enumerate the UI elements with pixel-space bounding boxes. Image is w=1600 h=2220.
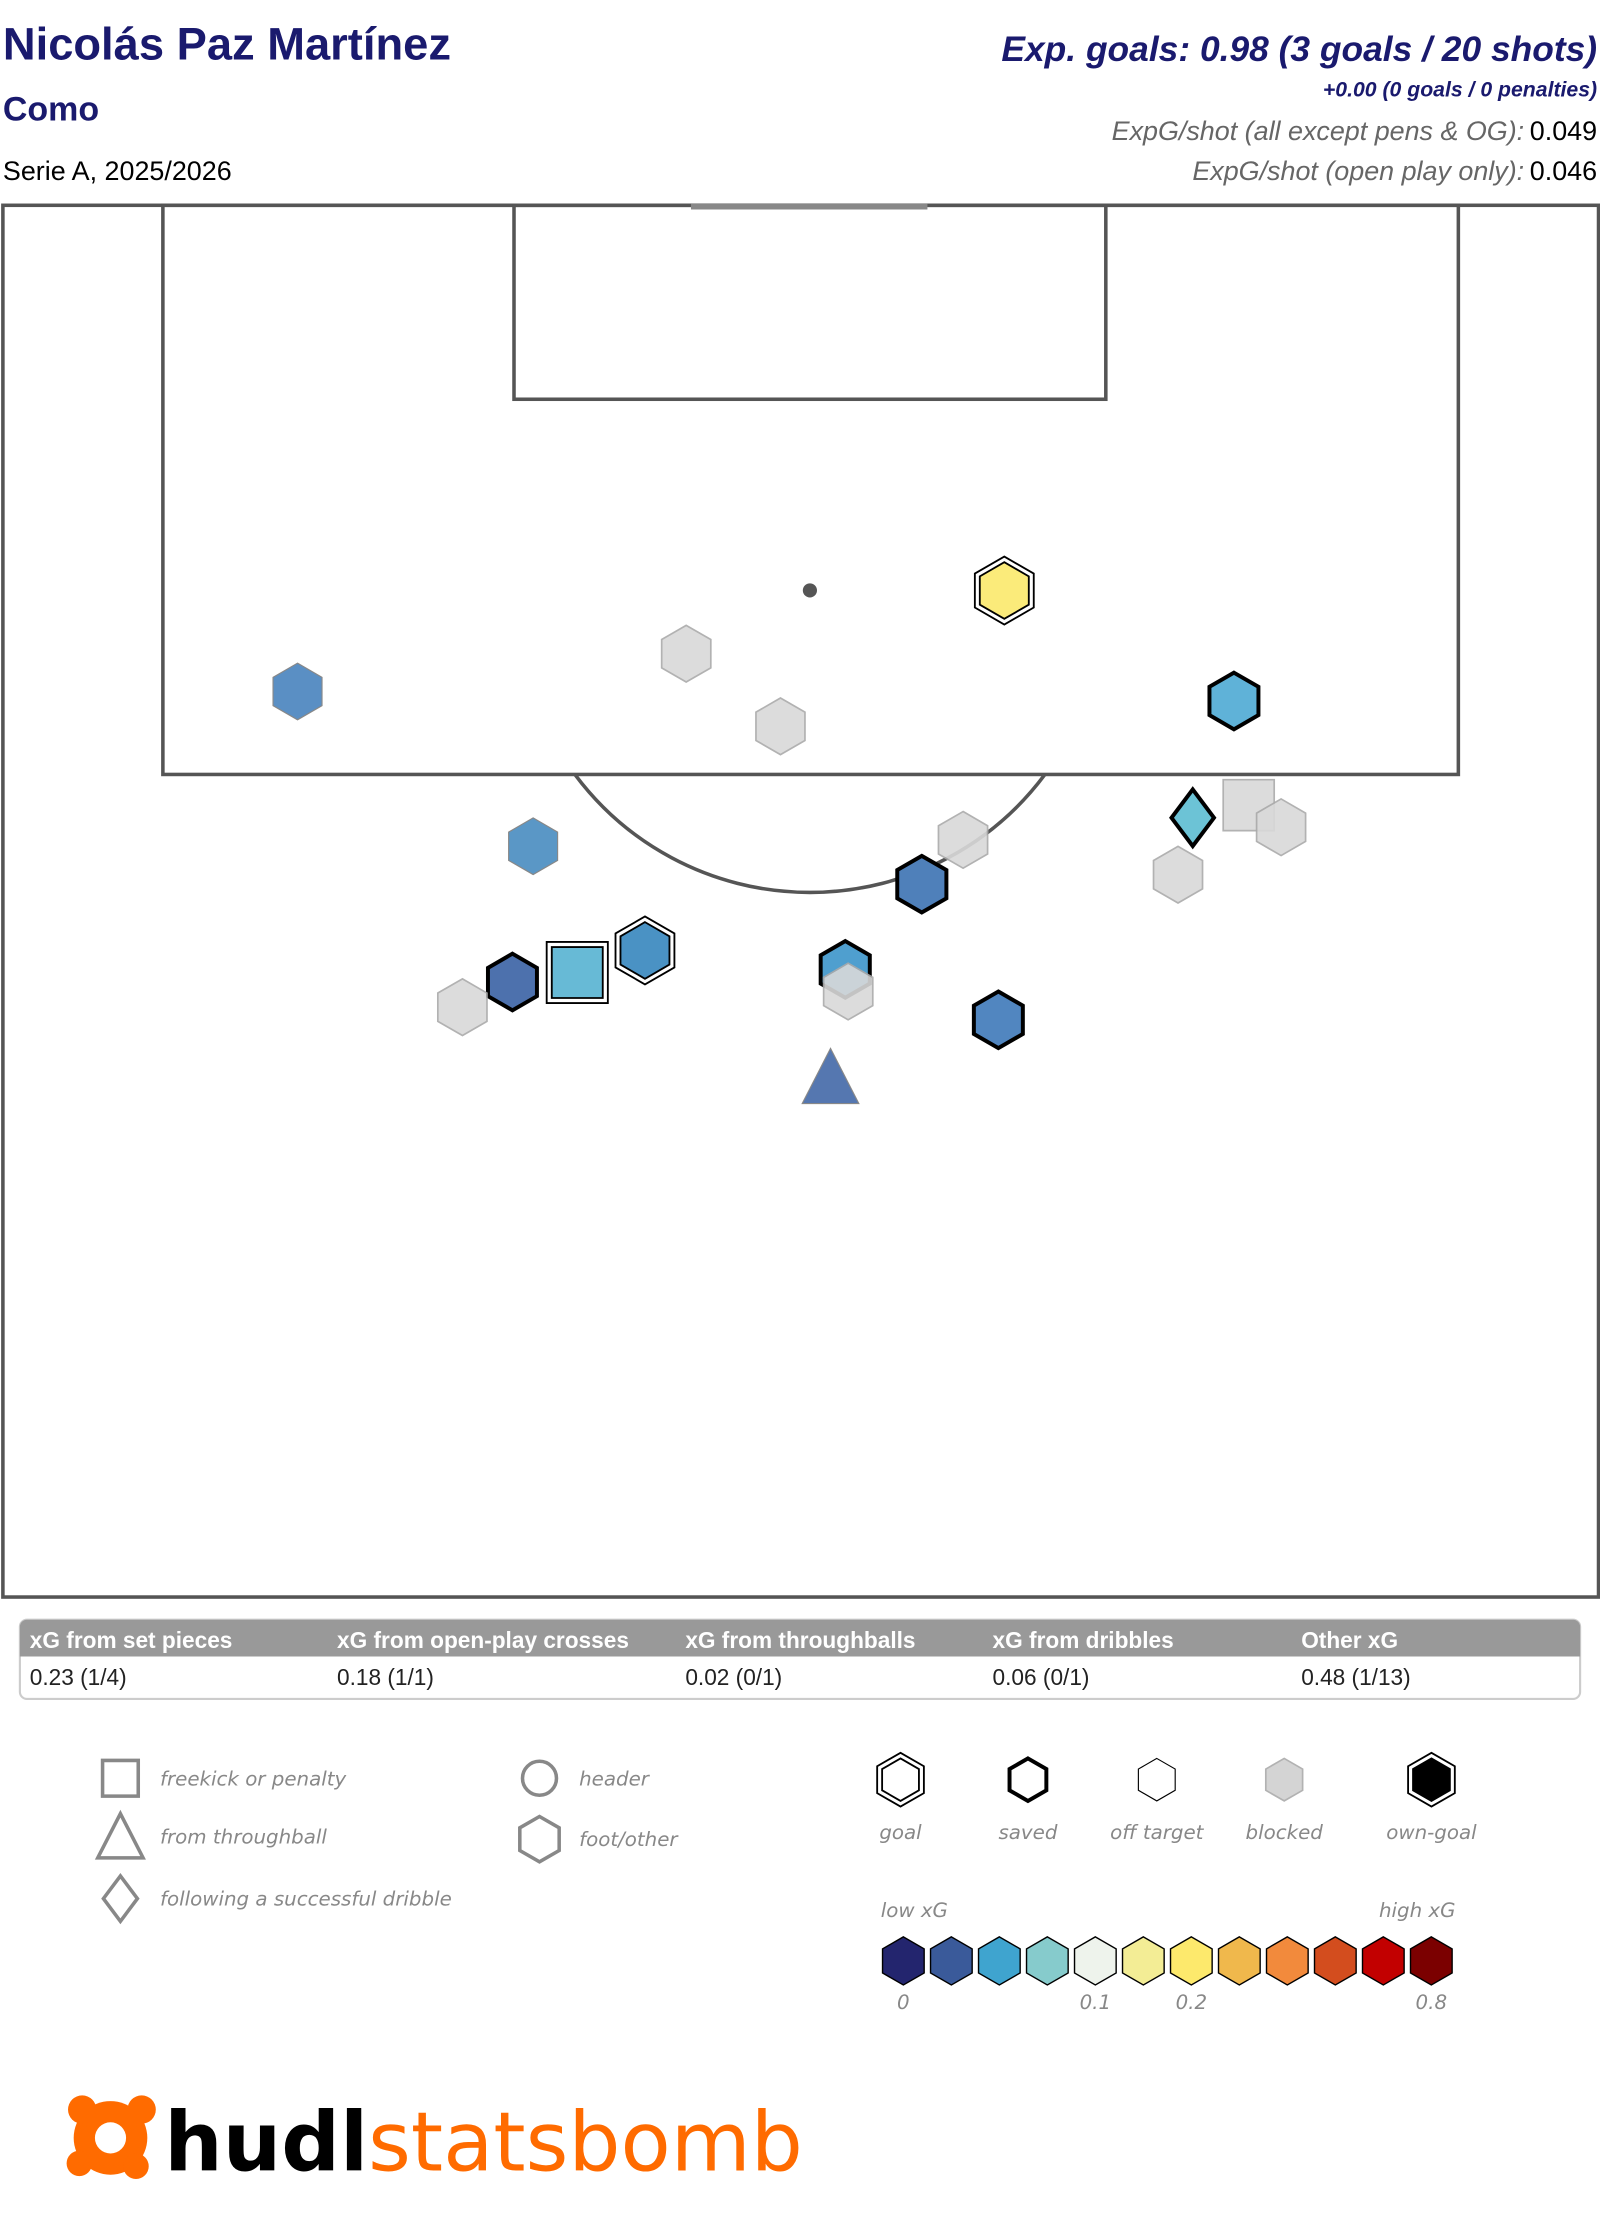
- table-header: Other xG: [1301, 1627, 1398, 1653]
- shot-marker: [1207, 670, 1261, 732]
- xg-open-play: ExpG/shot (open play only): 0.046: [1192, 156, 1597, 186]
- shot-marker: [508, 817, 559, 876]
- legend-shape-label: from throughball: [160, 1825, 327, 1848]
- penalty-spot: [802, 583, 817, 598]
- table-header: xG from dribbles: [993, 1627, 1174, 1653]
- xg-scale-swatch: [1169, 1936, 1213, 1986]
- outcome-saved-icon: [1007, 1756, 1049, 1804]
- scale-low-label: low xG: [881, 1899, 948, 1922]
- outcome-blocked-icon: [1264, 1757, 1304, 1802]
- shot-marker: [1169, 786, 1217, 850]
- legend-shape-label: freekick or penalty: [160, 1767, 346, 1790]
- xg-scale-swatch: [1073, 1936, 1117, 1986]
- table-cell: 0.48 (1/13): [1301, 1664, 1411, 1690]
- shot-marker: [971, 989, 1025, 1051]
- competition: Serie A, 2025/2026: [3, 156, 232, 186]
- table-header: xG from set pieces: [30, 1627, 233, 1653]
- shot-marker: [801, 1047, 860, 1105]
- table-header: xG from throughballs: [685, 1627, 915, 1653]
- outcome-own-goal-icon: [1407, 1751, 1456, 1808]
- team-name: Como: [3, 90, 99, 128]
- xg-scale-swatch: [881, 1936, 925, 1986]
- xg-open-play-value: 0.046: [1530, 156, 1597, 186]
- outcome-off-target-icon: [1137, 1757, 1176, 1802]
- diamond-icon: [101, 1873, 140, 1925]
- xg-scale-swatch: [1361, 1936, 1405, 1986]
- logo-text: hudlstatsbomb: [164, 2095, 803, 2190]
- table-cell: 0.18 (1/1): [337, 1664, 434, 1690]
- xg-open-play-label: ExpG/shot (open play only):: [1192, 156, 1524, 186]
- penalty-box: [161, 203, 1461, 777]
- legend-outcome-label: own-goal: [1386, 1821, 1477, 1844]
- circle-icon: [520, 1759, 559, 1798]
- xg-scale-tick: 0.1: [1080, 1991, 1112, 2014]
- table-cell: 0.23 (1/4): [30, 1664, 127, 1690]
- legend-outcome-label: saved: [998, 1821, 1057, 1844]
- shot-marker: [485, 951, 539, 1013]
- legend-outcome-label: goal: [879, 1821, 922, 1844]
- pitch-outline: [1, 203, 1600, 1599]
- shot-marker: [755, 697, 806, 756]
- shot-marker: [822, 962, 874, 1021]
- exp-goals: Exp. goals: 0.98 (3 goals / 20 shots): [1001, 30, 1597, 69]
- xg-scale-swatch: [1121, 1936, 1165, 1986]
- shot-marker: [1152, 845, 1204, 904]
- legend-outcome-label: blocked: [1246, 1821, 1324, 1844]
- xg-scale-tick: 0: [897, 1991, 910, 2014]
- hudl-statsbomb-logo: hudlstatsbomb: [66, 2095, 803, 2190]
- six-yard-box: [512, 203, 1108, 402]
- shot-marker: [660, 624, 712, 683]
- legend-outcome-label: off target: [1110, 1821, 1205, 1844]
- square-icon: [100, 1758, 141, 1798]
- shot-marker: [614, 915, 676, 986]
- hexagon-icon: [518, 1814, 561, 1864]
- xg-scale-tick: 0.2: [1176, 1991, 1208, 2014]
- shots-layer: [272, 555, 1307, 1105]
- shot-marker: [973, 555, 1035, 626]
- pitch: [1, 203, 1600, 1599]
- xg-scale-tick: 0.8: [1416, 1991, 1448, 2014]
- xg-scale-swatch: [929, 1936, 973, 1986]
- shot-marker: [272, 662, 323, 721]
- table-cell: 0.06 (0/1): [993, 1664, 1090, 1690]
- shot-marker: [895, 853, 949, 915]
- table-header: xG from open-play crosses: [337, 1627, 629, 1653]
- legend-shape-label: following a successful dribble: [160, 1888, 452, 1911]
- xg-per-shot: ExpG/shot (all except pens & OG): 0.049: [1112, 116, 1597, 146]
- shot-marker: [545, 941, 609, 1005]
- legend: freekick or penalty from throughball follo…: [94, 1751, 1477, 2014]
- shot-marker: [1255, 797, 1307, 857]
- shot-marker: [937, 810, 989, 870]
- scale-high-label: high xG: [1379, 1899, 1456, 1922]
- xg-per-shot-label: ExpG/shot (all except pens & OG):: [1112, 116, 1525, 146]
- shot-marker: [436, 977, 488, 1037]
- summary-table: xG from set pieces 0.23 (1/4) xG from open…: [18, 1618, 1582, 1701]
- legend-shape-label: header: [579, 1767, 651, 1790]
- legend-shape-label: foot/other: [579, 1828, 679, 1851]
- player-name: Nicolás Paz Martínez: [3, 18, 451, 69]
- table-cell: 0.02 (0/1): [685, 1664, 782, 1690]
- penalties: +0.00 (0 goals / 0 penalties): [1323, 78, 1597, 101]
- xg-per-shot-value: 0.049: [1530, 116, 1597, 146]
- xg-scale-swatch: [1313, 1936, 1357, 1986]
- xg-scale-swatch: [1265, 1936, 1309, 1986]
- xg-scale-swatch: [1217, 1936, 1261, 1986]
- outcome-goal-icon: [876, 1751, 925, 1808]
- xg-scale-swatch: [1409, 1936, 1453, 1986]
- xg-scale-swatch: [1025, 1936, 1069, 1986]
- triangle-icon: [94, 1809, 146, 1860]
- xg-scale-swatch: [977, 1936, 1021, 1986]
- statsbomb-logo-icon: [66, 2095, 156, 2179]
